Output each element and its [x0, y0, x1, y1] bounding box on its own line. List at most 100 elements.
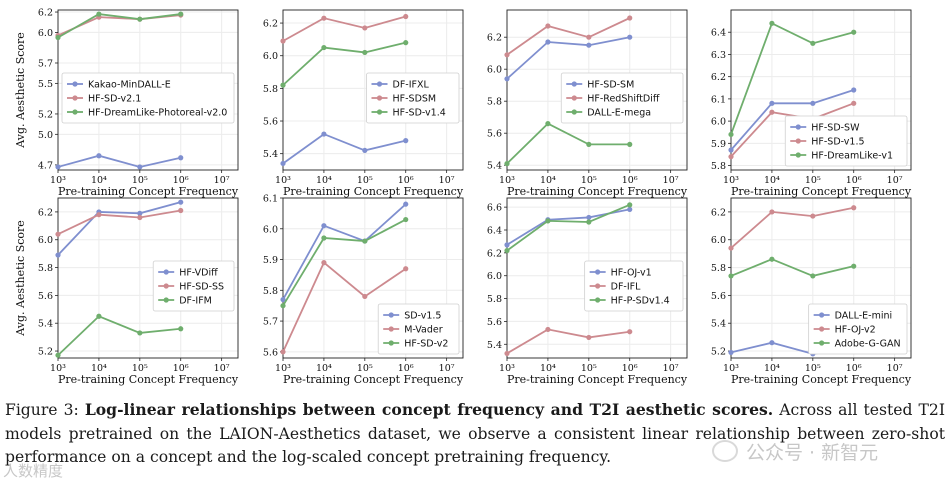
y-tick-label: 6.4: [711, 28, 726, 39]
y-tick-label: 5.6: [487, 129, 502, 140]
x-tick-label: 10⁷: [214, 175, 230, 186]
data-point: [403, 13, 409, 20]
data-point: [280, 160, 286, 167]
data-point: [178, 11, 184, 17]
legend-swatch-marker: [595, 297, 601, 303]
series-line-3: [506, 122, 630, 165]
data-point: [810, 273, 816, 279]
plot-frame: [57, 9, 239, 171]
y-tick-label: 5.8: [487, 294, 502, 305]
data-point: [504, 52, 510, 58]
legend-swatch-marker: [571, 109, 577, 115]
x-tick-label: 10³: [275, 175, 291, 186]
x-tick-label: 10⁵: [581, 363, 597, 374]
x-tick-label: 10⁴: [764, 363, 780, 374]
data-point: [362, 25, 368, 31]
plot-frame: [57, 197, 239, 359]
x-tick-label: 10⁵: [132, 175, 148, 186]
series-line-3: [282, 41, 406, 86]
data-point: [280, 296, 286, 303]
y-tick-label: 6.1: [711, 94, 726, 105]
y-tick-label: 6.0: [38, 235, 53, 246]
legend-box: [808, 303, 908, 355]
y-tick-label: 6.2: [711, 72, 726, 83]
y-tick-label: 5.6: [263, 347, 278, 358]
legend-swatch-marker: [388, 326, 394, 332]
legend-swatch-marker: [388, 312, 394, 318]
chart-panel-3: 5.4 5.6 5.8 6.0 6.2 10³ 10⁴ 10⁵ 10⁶ 10⁷Pre-traini…: [487, 9, 688, 198]
y-tick-label: 5.6: [711, 291, 726, 302]
caption-body: Across all tested T2I models pretrained …: [5, 401, 945, 466]
x-axis-label: Pre-training Concept Frequency: [283, 185, 464, 198]
y-tick-label: 5.5: [38, 79, 53, 90]
series-line-2: [506, 17, 631, 56]
x-axis-label: Pre-training Concept Frequency: [731, 373, 912, 386]
data-point: [280, 349, 286, 355]
series-line-3: [730, 258, 854, 277]
data-point: [545, 23, 551, 29]
legend-swatch-marker: [72, 81, 78, 87]
series-line-1: [730, 89, 855, 151]
x-tick-label: 10⁵: [357, 175, 373, 186]
data-point: [728, 131, 734, 138]
x-axis-label: Pre-training Concept Frequency: [58, 373, 239, 386]
data-point: [137, 164, 143, 170]
series-line-1: [57, 154, 181, 168]
data-point: [178, 207, 184, 214]
data-point: [403, 201, 409, 207]
y-tick-label: 6.2: [487, 248, 502, 259]
legend-entry-label: HF-SD-v1.4: [393, 108, 446, 119]
legend-entry-label: M-Vader: [404, 325, 443, 336]
data-point: [504, 247, 510, 254]
x-tick-label: 10³: [499, 175, 515, 186]
data-point: [851, 87, 857, 93]
data-point: [403, 266, 409, 272]
series-line-1: [57, 201, 181, 256]
y-tick-label: 5.7: [263, 317, 278, 328]
plot-frame: [730, 9, 912, 171]
x-tick-label: 10⁵: [357, 363, 373, 374]
legend-swatch-marker: [376, 95, 383, 101]
legend-entry-label: HF-DreamLike-Photoreal-v2.0: [88, 108, 227, 119]
data-point: [137, 330, 143, 336]
x-axis-label: Pre-training Concept Frequency: [731, 185, 912, 198]
y-tick-label: 6.1: [263, 194, 278, 205]
x-tick-label: 10⁵: [581, 175, 597, 186]
chart-panel-6: 5.6 5.7 5.8 5.9 6.0 6.1 10³ 10⁴ 10⁵ 10⁶ 10⁷Pre-tra…: [263, 194, 464, 387]
x-tick-label: 10⁷: [663, 363, 679, 374]
legend-swatch-marker: [795, 152, 801, 158]
data-point: [545, 326, 551, 333]
data-point: [504, 76, 510, 82]
data-point: [55, 352, 61, 358]
legend-swatch-marker: [795, 138, 801, 144]
data-point: [586, 42, 592, 48]
caption-label: Figure 3:: [5, 401, 79, 419]
y-tick-label: 5.8: [711, 161, 726, 172]
data-point: [96, 313, 102, 319]
legend-swatch-marker: [595, 269, 601, 275]
legend-box: [584, 260, 684, 312]
data-point: [728, 273, 734, 279]
y-tick-label: 5.4: [263, 149, 278, 160]
y-tick-label: 5.2: [38, 109, 53, 120]
x-tick-label: 10⁷: [887, 363, 903, 374]
x-tick-label: 10⁴: [91, 175, 107, 186]
legend-entry-label: DF-IFXL: [393, 80, 430, 91]
x-tick-label: 10⁴: [316, 363, 332, 374]
x-tick-label: 10³: [50, 363, 66, 374]
y-tick-label: 5.4: [487, 340, 502, 351]
legend-swatch-marker: [376, 109, 383, 115]
legend-box: [560, 72, 684, 124]
legend-swatch-marker: [819, 326, 825, 332]
legend-entry-label: DF-IFM: [179, 296, 212, 307]
x-tick-label: 10⁶: [846, 363, 862, 374]
data-point: [96, 212, 102, 218]
y-tick-label: 5.8: [711, 263, 726, 274]
y-tick-label: 6.4: [487, 226, 502, 237]
y-tick-label: 6.0: [263, 224, 278, 235]
legend-box: [366, 72, 460, 124]
legend-swatch-marker: [72, 95, 78, 101]
y-tick-label: 5.9: [711, 139, 726, 150]
y-tick-label: 5.8: [38, 263, 53, 274]
legend-entry-label: HF-SD-v2.1: [88, 94, 141, 105]
